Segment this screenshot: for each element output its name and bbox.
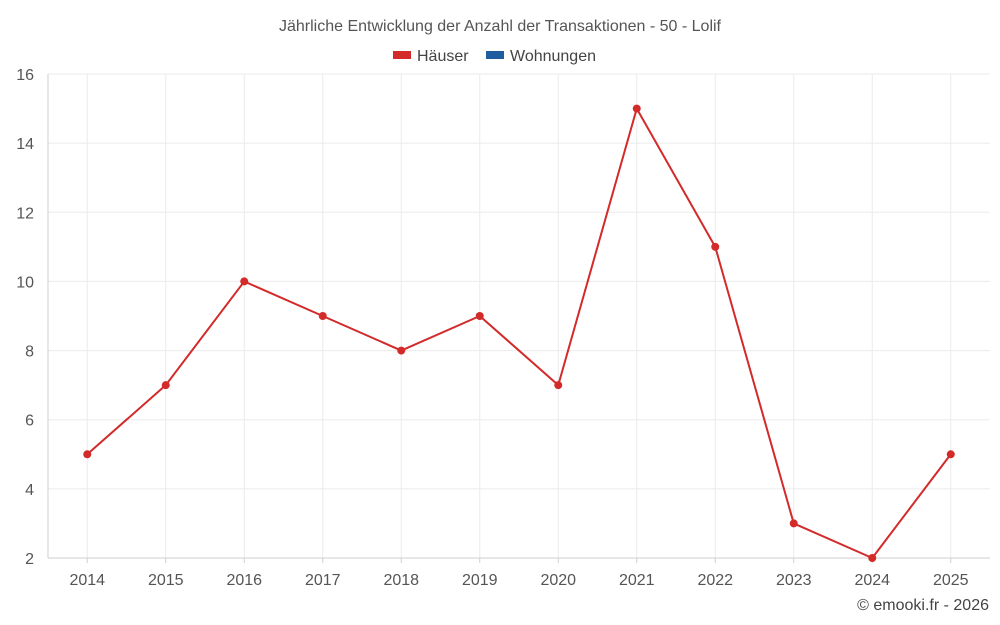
legend: Häuser Wohnungen: [393, 48, 596, 65]
series-line-0: [86, 107, 952, 559]
axes: [47, 74, 990, 559]
data-point-2017[interactable]: [318, 312, 327, 320]
legend-label-haeuser[interactable]: Häuser: [417, 48, 469, 65]
data-point-2018[interactable]: [397, 346, 406, 355]
data-point-2022[interactable]: [711, 242, 720, 251]
grid-lines: [48, 73, 990, 558]
y-tick-6: 6: [25, 413, 34, 430]
x-tick-2025: 2025: [933, 572, 969, 589]
credit-text: © emooki.fr - 2026: [857, 597, 989, 614]
y-tick-4: 4: [25, 482, 34, 499]
y-tick-10: 10: [16, 274, 34, 291]
data-point-2025[interactable]: [946, 450, 955, 459]
x-tick-2019: 2019: [462, 572, 498, 589]
x-tick-2022: 2022: [697, 572, 733, 589]
y-tick-8: 8: [25, 344, 34, 361]
y-tick-12: 12: [16, 205, 34, 222]
chart-title: Jährliche Entwicklung der Anzahl der Tra…: [279, 18, 722, 35]
data-point-2016[interactable]: [240, 277, 249, 286]
x-tick-2016: 2016: [226, 572, 262, 589]
data-point-2021[interactable]: [632, 104, 641, 113]
y-tick-14: 14: [16, 136, 34, 153]
legend-swatch-haeuser[interactable]: [393, 51, 411, 59]
x-axis-ticks: 2014 2015 2016 2017 2018 2019 2020 2021 2022 2023…: [69, 558, 969, 589]
x-tick-2015: 2015: [148, 572, 184, 589]
x-tick-2023: 2023: [776, 572, 812, 589]
x-tick-2021: 2021: [619, 572, 655, 589]
data-point-2023[interactable]: [789, 519, 798, 528]
y-tick-2: 2: [25, 551, 34, 568]
legend-swatch-wohnungen[interactable]: [486, 51, 504, 59]
y-axis-ticks: 2 4 6 8 10 12 14 16: [16, 67, 34, 568]
x-tick-2018: 2018: [383, 572, 419, 589]
x-tick-2017: 2017: [305, 572, 341, 589]
y-tick-16: 16: [16, 67, 34, 84]
x-tick-2020: 2020: [540, 572, 576, 589]
x-tick-2024: 2024: [854, 572, 890, 589]
legend-label-wohnungen[interactable]: Wohnungen: [510, 48, 596, 65]
data-point-2019[interactable]: [475, 312, 484, 320]
x-tick-2014: 2014: [69, 572, 105, 589]
data-point-2014[interactable]: [83, 450, 92, 459]
data-point-2020[interactable]: [554, 381, 563, 390]
data-point-2015[interactable]: [161, 381, 170, 390]
data-point-2024[interactable]: [868, 554, 877, 562]
series-layer: [83, 104, 955, 562]
